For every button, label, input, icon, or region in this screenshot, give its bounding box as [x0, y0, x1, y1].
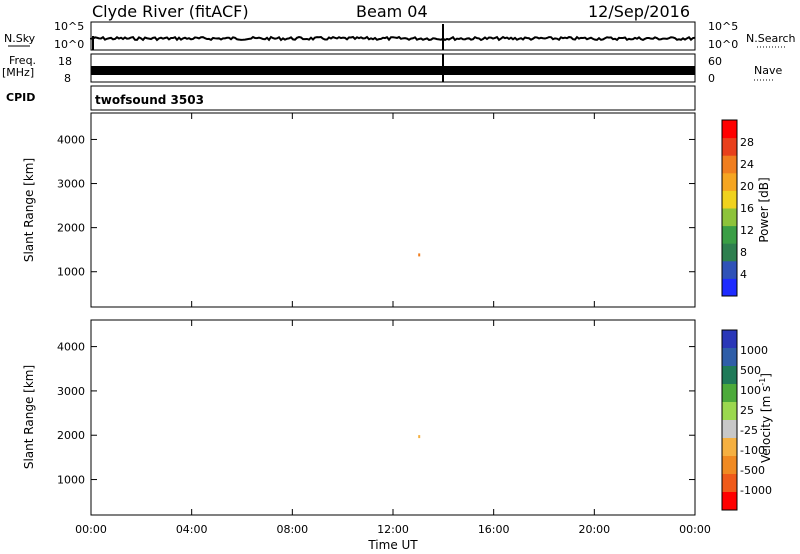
ytick-label: 3000	[57, 385, 85, 398]
freq-tick-top: 18	[58, 55, 72, 68]
colorbar-tick-label: 100	[740, 384, 761, 397]
xtick-label: 16:00	[478, 523, 510, 536]
station-title: Clyde River (fitACF)	[92, 2, 249, 21]
nave-tick-top: 60	[708, 55, 722, 68]
nsky-strip: N.Sky 10^5 10^0 10^5 10^0 N.Search	[4, 20, 796, 51]
nsky-tick-top: 10^5	[54, 20, 84, 33]
ytick-label: 4000	[57, 133, 85, 146]
ytick-label: 2000	[57, 429, 85, 442]
colorbar-tick-label: -25	[740, 424, 758, 437]
colorbar-tick-label: 12	[740, 224, 754, 237]
colorbar-tick-label: 24	[740, 158, 754, 171]
power-yticks: 1000 2000 3000 4000	[57, 133, 695, 279]
velocity-colorbar-label-close: ]	[759, 373, 773, 378]
time-xlabel: Time UT	[367, 538, 418, 552]
colorbar-segment	[722, 330, 737, 349]
colorbar-tick-label: 25	[740, 404, 754, 417]
colorbar-segment	[722, 492, 737, 511]
xtick-label: 12:00	[377, 523, 409, 536]
colorbar-tick-label: 20	[740, 180, 754, 193]
colorbar-tick-label: 28	[740, 136, 754, 149]
colorbar-tick-label: 1000	[740, 344, 768, 357]
xtick-label: 00:00	[679, 523, 711, 536]
velocity-ylabel: Slant Range [km]	[22, 365, 36, 469]
heatmap-cell	[418, 435, 421, 439]
velocity-heatmap	[418, 435, 421, 439]
colorbar-tick-label: -100	[740, 444, 765, 457]
xtick-label: 04:00	[176, 523, 208, 536]
colorbar-segment	[722, 420, 737, 439]
ytick-label: 1000	[57, 474, 85, 487]
colorbar-segment	[722, 474, 737, 493]
freq-strip: Freq. [MHz] 18 8 60 0 Nave	[2, 53, 782, 85]
velocity-colorbar-label: Velocity [m s-1]	[758, 373, 773, 463]
colorbar-segment	[722, 208, 737, 227]
ytick-label: 2000	[57, 222, 85, 235]
time-xticks: 00:00 04:00 08:00 12:00 16:00 20:00 00:00	[75, 113, 711, 536]
heatmap-cell	[418, 253, 421, 257]
colorbar-segment	[722, 278, 737, 297]
nave-tick-bottom: 0	[708, 72, 715, 85]
colorbar-tick-label: 8	[740, 246, 747, 259]
colorbar-segment	[722, 438, 737, 457]
xtick-label: 00:00	[75, 523, 107, 536]
nsky-label: N.Sky	[4, 32, 36, 45]
power-heatmap	[418, 253, 421, 257]
colorbar-tick-label: 500	[740, 364, 761, 377]
colorbar-segment	[722, 456, 737, 475]
velocity-colorbar-label-unit: [m s	[759, 386, 773, 412]
colorbar-segment	[722, 172, 737, 191]
colorbar-segment	[722, 120, 737, 139]
xtick-label: 08:00	[276, 523, 308, 536]
velocity-colorbar-label-main: Velocity	[759, 416, 773, 463]
date-title: 12/Sep/2016	[588, 2, 690, 21]
nsearch-tick-bottom: 10^0	[708, 38, 738, 51]
velocity-colorbar: 1000 500 100 25 -25 -100 -500 -1000	[721, 329, 772, 511]
colorbar-segment	[722, 155, 737, 174]
colorbar-tick-label: 16	[740, 202, 754, 215]
velocity-panel: 1000 2000 3000 4000 Slant Range [km] 1000 50…	[22, 113, 773, 552]
colorbar-segment	[722, 348, 737, 367]
nsky-trace	[90, 24, 696, 50]
velocity-yticks: 1000 2000 3000 4000	[57, 341, 695, 487]
colorbar-segment	[722, 402, 737, 421]
ytick-label: 3000	[57, 178, 85, 191]
freq-label: Freq.	[9, 54, 36, 67]
colorbar-segment	[722, 190, 737, 209]
colorbar-tick-label: -1000	[740, 484, 772, 497]
power-colorbar: 4 8 12 16 20 24 28	[721, 119, 754, 297]
colorbar-segment	[722, 137, 737, 156]
colorbar-segment	[722, 243, 737, 262]
cpid-strip: CPID twofsound 3503	[6, 85, 696, 111]
xtick-label: 20:00	[578, 523, 610, 536]
nsearch-label: N.Search	[746, 32, 796, 45]
colorbar-segment	[722, 384, 737, 403]
cpid-label: CPID	[6, 91, 35, 104]
power-colorbar-label: Power [dB]	[757, 177, 771, 242]
ytick-label: 1000	[57, 266, 85, 279]
power-panel: 1000 2000 3000 4000 Slant Range [km] 4 8 12 16…	[22, 112, 771, 308]
cpid-value: twofsound 3503	[95, 93, 204, 107]
nsearch-tick-top: 10^5	[708, 20, 738, 33]
colorbar-tick-label: 4	[740, 268, 747, 281]
velocity-colorbar-label-sup: -1	[758, 378, 767, 386]
colorbar-segment	[722, 225, 737, 244]
freq-trace	[91, 66, 695, 75]
ytick-label: 4000	[57, 341, 85, 354]
power-ylabel: Slant Range [km]	[22, 158, 36, 262]
nave-label: Nave	[754, 64, 782, 77]
nsky-tick-bottom: 10^0	[54, 38, 84, 51]
nsky-line	[90, 35, 696, 42]
freq-unit: [MHz]	[2, 66, 34, 79]
beam-title: Beam 04	[356, 2, 428, 21]
colorbar-segment	[722, 366, 737, 385]
colorbar-tick-label: -500	[740, 464, 765, 477]
freq-tick-bottom: 8	[64, 72, 71, 85]
colorbar-segment	[722, 260, 737, 279]
